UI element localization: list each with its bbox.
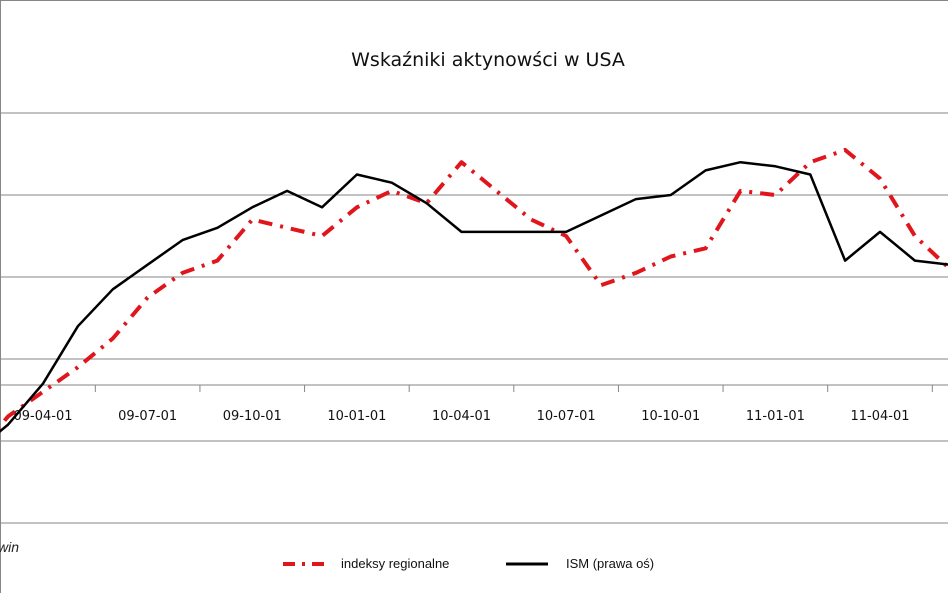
x-tick-label: 11-04-01 <box>850 409 909 424</box>
legend-label-indeksy-regionalne: indeksy regionalne <box>341 556 449 571</box>
series-line-indeksy-regionalne <box>0 147 948 430</box>
x-tick-label: 10-04-01 <box>432 409 491 424</box>
x-tick-label: 10-10-01 <box>641 409 700 424</box>
series-layer <box>0 147 948 433</box>
x-tick-label: 09-10-01 <box>223 409 282 424</box>
x-axis-ticks <box>94 385 933 392</box>
chart-title: Wskaźniki aktynowści w USA <box>351 49 625 71</box>
x-tick-label: 09-04-01 <box>13 409 72 424</box>
x-tick-label: 10-01-01 <box>327 409 386 424</box>
x-tick-label: 11-01-01 <box>746 409 805 424</box>
x-tick-label: 10-07-01 <box>537 409 596 424</box>
source-note: win <box>0 539 19 555</box>
x-axis-tick-labels: 09-04-01 09-07-01 09-10-01 10-01-01 10-04-01… <box>13 409 909 424</box>
legend: indeksy regionalne ISM (prawa oś) <box>283 556 654 571</box>
legend-label-ism: ISM (prawa oś) <box>566 556 654 571</box>
x-tick-label: 09-07-01 <box>118 409 177 424</box>
series-line-ism <box>0 160 948 433</box>
gridlines <box>0 112 948 524</box>
